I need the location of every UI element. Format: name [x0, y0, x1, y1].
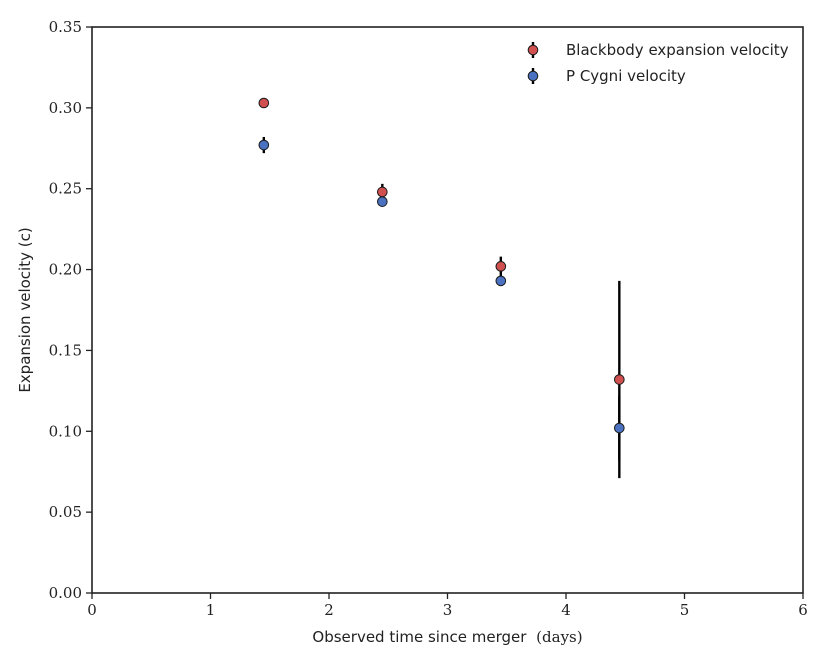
- data-points: [258, 97, 625, 434]
- legend-marker: [527, 70, 539, 82]
- y-tick-label: 0.30: [49, 99, 82, 117]
- x-tick-label: 1: [206, 601, 216, 619]
- x-axis: 0 1 2 3 4 5 6: [87, 593, 808, 619]
- plot-area: [91, 26, 804, 594]
- data-point: [614, 374, 625, 385]
- y-tick-label: 0.20: [49, 261, 82, 279]
- y-tick-label: 0.25: [49, 180, 82, 198]
- legend-label: Blackbody expansion velocity: [566, 41, 789, 59]
- legend: Blackbody expansion velocity P Cygni velo…: [527, 41, 789, 85]
- y-tick-label: 0.35: [49, 18, 82, 36]
- data-point: [495, 275, 507, 287]
- data-point: [377, 196, 388, 207]
- x-tick-label: 0: [87, 601, 97, 619]
- x-tick-label: 5: [680, 601, 690, 619]
- x-axis-label: Observed time since merger (days): [312, 628, 582, 646]
- x-tick-label: 6: [798, 601, 808, 619]
- y-tick-label: 0.00: [49, 584, 82, 602]
- y-axis-label: Expansion velocity (c): [16, 227, 34, 392]
- x-tick-label: 2: [324, 601, 334, 619]
- x-axis-label-unit: (days): [536, 628, 582, 646]
- y-tick-label: 0.05: [49, 503, 82, 521]
- y-tick-label: 0.15: [49, 341, 82, 359]
- data-point: [258, 139, 270, 151]
- y-tick-label: 0.10: [49, 422, 82, 440]
- x-tick-label: 4: [561, 601, 571, 619]
- data-point: [614, 422, 625, 434]
- data-point: [495, 261, 507, 272]
- legend-label: P Cygni velocity: [566, 67, 686, 85]
- x-tick-label: 3: [443, 601, 453, 619]
- data-point: [258, 97, 270, 109]
- data-point: [377, 186, 388, 198]
- legend-marker: [527, 44, 539, 56]
- x-axis-label-text: Observed time since merger: [312, 628, 527, 646]
- y-axis: 0.00 0.05 0.10 0.15 0.20 0.25 0.30 0.35: [49, 18, 92, 602]
